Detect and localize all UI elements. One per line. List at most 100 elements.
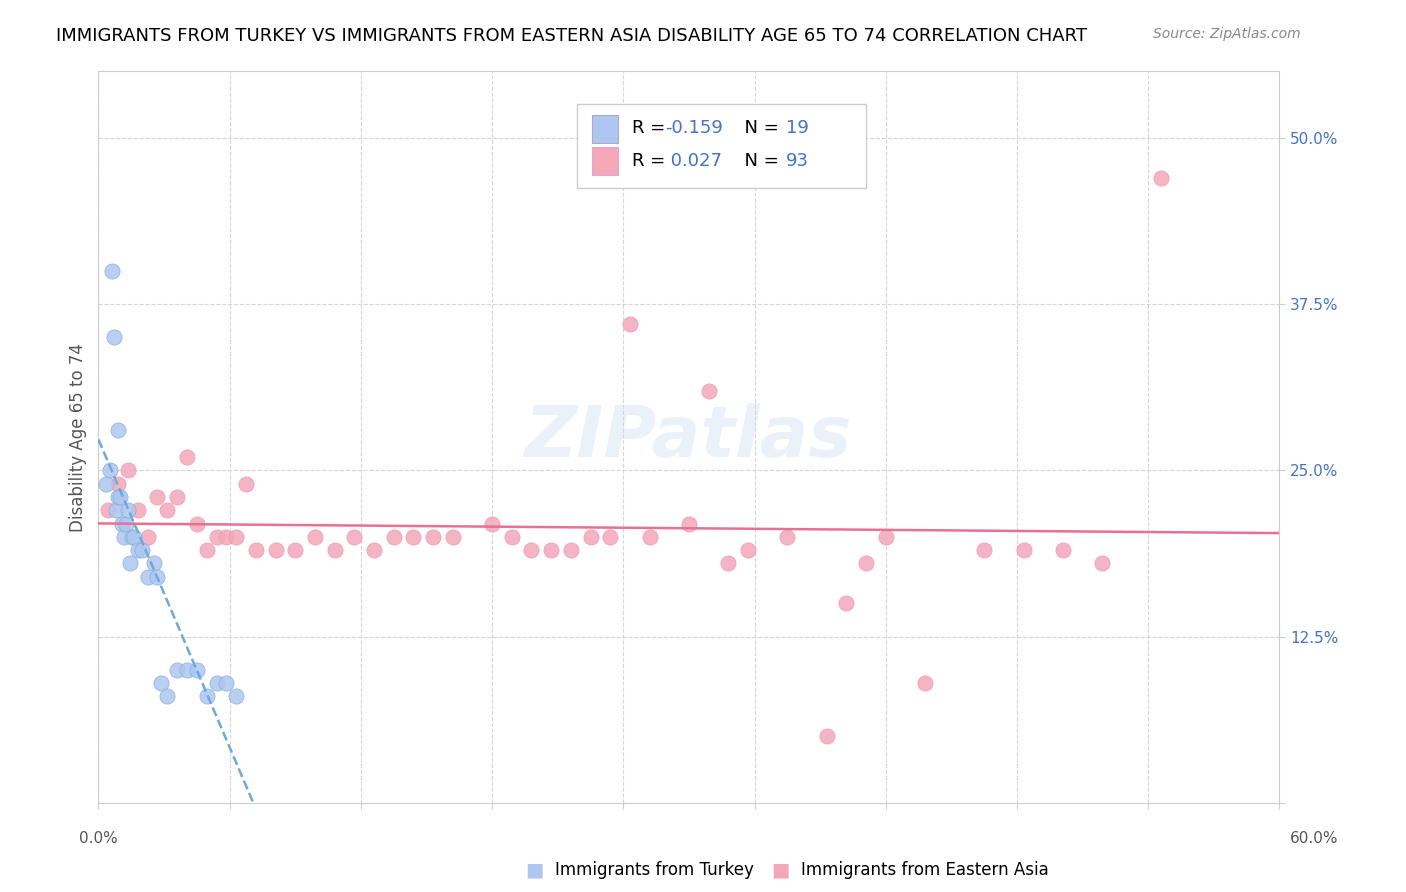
Point [323, 543, 346, 558]
Text: Immigrants from Eastern Asia: Immigrants from Eastern Asia [801, 861, 1049, 879]
Point [579, 530, 602, 544]
Point [422, 530, 444, 544]
Point [215, 676, 238, 690]
Point [284, 543, 307, 558]
Point [166, 663, 188, 677]
Text: ZIPatlas: ZIPatlas [526, 402, 852, 472]
Point [176, 663, 198, 677]
Text: ■: ■ [524, 860, 544, 880]
Point [914, 676, 936, 690]
FancyBboxPatch shape [592, 115, 619, 143]
Point [363, 543, 385, 558]
Point [176, 450, 198, 464]
Point [195, 543, 218, 558]
Text: N =: N = [733, 153, 785, 170]
Point [638, 530, 661, 544]
Point [156, 503, 179, 517]
Point [264, 543, 287, 558]
Point [717, 557, 740, 571]
Point [127, 503, 149, 517]
Point [142, 557, 165, 571]
Point [737, 543, 759, 558]
Point [520, 543, 543, 558]
Point [815, 729, 838, 743]
Point [501, 530, 523, 544]
Point [835, 596, 858, 610]
Point [107, 490, 129, 504]
Point [112, 530, 135, 544]
Text: 93: 93 [786, 153, 808, 170]
Point [118, 557, 141, 571]
Point [225, 530, 247, 544]
Point [105, 503, 128, 517]
Point [1052, 543, 1074, 558]
Text: R =: R = [633, 120, 671, 137]
Point [678, 516, 700, 531]
Point [245, 543, 267, 558]
Point [146, 570, 169, 584]
Text: Immigrants from Turkey: Immigrants from Turkey [555, 861, 754, 879]
Text: 0.027: 0.027 [665, 153, 723, 170]
Point [150, 676, 173, 690]
Point [599, 530, 621, 544]
Point [96, 476, 118, 491]
Point [107, 476, 129, 491]
Point [441, 530, 464, 544]
Point [186, 516, 208, 531]
Point [481, 516, 503, 531]
Point [136, 570, 159, 584]
Point [115, 516, 138, 531]
Text: R =: R = [633, 153, 671, 170]
Text: 60.0%: 60.0% [1291, 831, 1339, 846]
Point [195, 690, 218, 704]
Point [776, 530, 799, 544]
Point [103, 330, 125, 344]
Point [343, 530, 366, 544]
Point [855, 557, 877, 571]
Point [186, 663, 208, 677]
Text: 19: 19 [786, 120, 808, 137]
Point [875, 530, 897, 544]
Point [225, 690, 247, 704]
Point [382, 530, 405, 544]
Point [97, 503, 120, 517]
Point [619, 317, 641, 331]
Point [122, 530, 145, 544]
Point [1150, 170, 1173, 185]
Y-axis label: Disability Age 65 to 74: Disability Age 65 to 74 [69, 343, 87, 532]
Point [1012, 543, 1035, 558]
Point [205, 530, 228, 544]
Point [117, 503, 139, 517]
Point [107, 424, 129, 438]
Text: Source: ZipAtlas.com: Source: ZipAtlas.com [1153, 27, 1301, 41]
Text: -0.159: -0.159 [665, 120, 723, 137]
Point [540, 543, 562, 558]
Point [215, 530, 238, 544]
Point [1091, 557, 1114, 571]
Point [402, 530, 425, 544]
FancyBboxPatch shape [576, 104, 866, 188]
Point [108, 490, 131, 504]
Point [166, 490, 188, 504]
FancyBboxPatch shape [592, 147, 619, 175]
Point [156, 690, 179, 704]
Point [121, 530, 143, 544]
Point [127, 543, 149, 558]
Text: IMMIGRANTS FROM TURKEY VS IMMIGRANTS FROM EASTERN ASIA DISABILITY AGE 65 TO 74 C: IMMIGRANTS FROM TURKEY VS IMMIGRANTS FRO… [56, 27, 1087, 45]
Point [131, 543, 153, 558]
Text: 0.0%: 0.0% [79, 831, 118, 846]
Point [205, 676, 228, 690]
Point [973, 543, 995, 558]
Point [304, 530, 326, 544]
Point [98, 463, 121, 477]
Point [101, 264, 124, 278]
Point [146, 490, 169, 504]
Point [136, 530, 159, 544]
Point [111, 516, 134, 531]
Point [697, 384, 720, 398]
Point [117, 463, 139, 477]
Point [560, 543, 582, 558]
Point [235, 476, 257, 491]
Text: ■: ■ [770, 860, 790, 880]
Text: N =: N = [733, 120, 785, 137]
